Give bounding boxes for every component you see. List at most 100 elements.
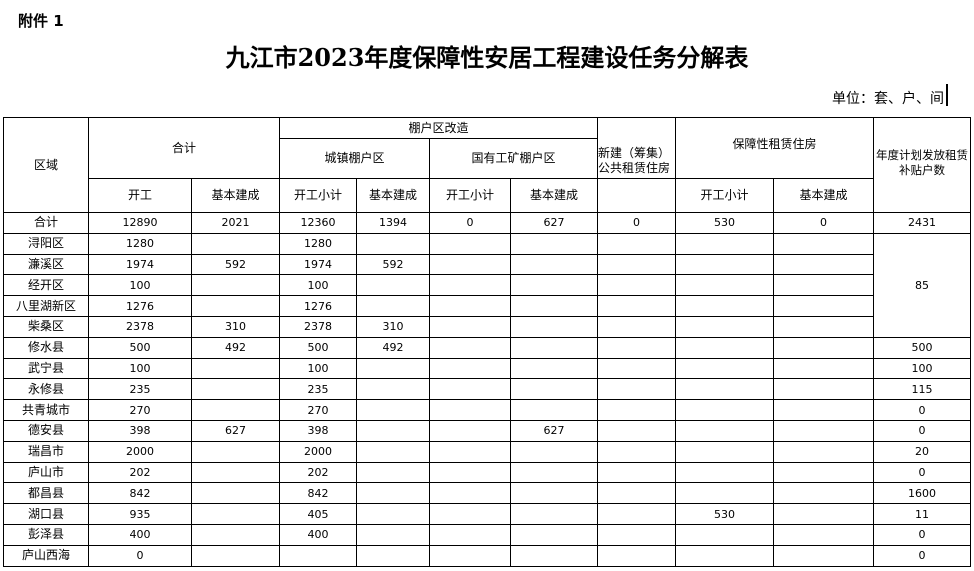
cell-mine-start [429,523,511,546]
cell-rental-start [675,336,774,359]
cell-rental-complete [773,336,874,359]
table-row: 庐山市 202 202 0 [3,461,971,484]
cell-total-start: 935 [88,503,192,525]
cell-rental-complete [773,274,874,297]
cell-rental-complete [773,378,874,401]
cell-urban-start: 100 [279,357,357,380]
cell-total-complete [191,523,280,546]
cell-rental-start: 530 [675,503,774,525]
cell-urban-start: 12360 [279,212,357,234]
cell-new-public-rental [597,295,676,317]
cell-new-public-rental [597,461,676,484]
cell-mine-start [429,503,511,525]
cell-rental-complete [773,419,874,442]
header-urban-start: 开工小计 [279,178,357,213]
cell-mine-complete [510,253,598,276]
cell-rent-subsidy: 0 [873,399,971,421]
cell-rental-start [675,544,774,567]
cell-total-start: 270 [88,399,192,421]
cell-mine-complete [510,378,598,401]
cell-total-start: 0 [88,544,192,567]
header-affordable-rental: 保障性租赁住房 [675,117,874,179]
cell-urban-start: 270 [279,399,357,421]
cell-rental-complete [773,295,874,317]
page-title: 九江市2023年度保障性安居工程建设任务分解表 [225,43,749,72]
cell-total-complete [191,461,280,484]
cell-total-complete: 2021 [191,212,280,234]
cell-mine-complete [510,440,598,463]
table-row: 柴桑区 2378 310 2378 310 [3,315,971,338]
cell-total-complete: 492 [191,336,280,359]
cell-urban-start: 842 [279,482,357,505]
cell-new-public-rental [597,253,676,276]
cell-rental-start [675,253,774,276]
cell-total-start: 202 [88,461,192,484]
cell-urban-complete [356,419,430,442]
cell-rent-subsidy: 85 [873,232,971,338]
attachment-label: 附件 1 [18,12,64,30]
cell-rental-start [675,482,774,505]
cell-region: 湖口县 [3,503,89,525]
cell-urban-complete [356,295,430,317]
table-row: 经开区 100 100 [3,274,971,297]
header-rental-start: 开工小计 [675,178,774,213]
table-row: 八里湖新区 1276 1276 [3,295,971,317]
cell-urban-complete [356,399,430,421]
cell-urban-complete [356,440,430,463]
cell-region: 德安县 [3,419,89,442]
cell-total-complete [191,399,280,421]
cell-total-complete: 627 [191,419,280,442]
cell-mine-complete [510,274,598,297]
cell-urban-start: 400 [279,523,357,546]
cell-region: 永修县 [3,378,89,401]
header-urban-shanty: 城镇棚户区 [279,138,430,179]
cell-region: 庐山市 [3,461,89,484]
cell-total-complete [191,378,280,401]
cell-urban-complete [356,274,430,297]
cell-mine-complete [510,336,598,359]
header-rental-complete: 基本建成 [773,178,874,213]
cell-region: 武宁县 [3,357,89,380]
cell-rental-start [675,274,774,297]
cell-new-public-rental [597,523,676,546]
header-region: 区域 [3,117,89,213]
cell-mine-complete [510,461,598,484]
cell-rental-complete: 0 [773,212,874,234]
cell-rental-start [675,378,774,401]
cell-rental-start: 530 [675,212,774,234]
cell-region: 浔阳区 [3,232,89,255]
cell-rental-complete [773,503,874,525]
cell-rent-subsidy: 2431 [873,212,971,234]
cell-mine-complete [510,357,598,380]
cell-total-start: 2378 [88,315,192,338]
cell-rent-subsidy: 0 [873,419,971,442]
cell-total-start: 842 [88,482,192,505]
cell-region: 庐山西海 [3,544,89,567]
cell-mine-start [429,232,511,255]
cell-total-start: 100 [88,274,192,297]
cell-mine-start [429,378,511,401]
cell-mine-start [429,357,511,380]
cell-region: 都昌县 [3,482,89,505]
header-state-mine-shanty: 国有工矿棚户区 [429,138,598,179]
cell-urban-complete: 1394 [356,212,430,234]
cell-urban-start: 1280 [279,232,357,255]
cell-mine-start [429,461,511,484]
cell-region: 瑞昌市 [3,440,89,463]
cell-rent-subsidy: 11 [873,503,971,525]
cell-rent-subsidy: 0 [873,461,971,484]
table-row: 合计 12890 2021 12360 1394 0 627 0 530 0 2431 [3,212,971,234]
table-row: 湖口县 935 405 530 11 [3,503,971,525]
cell-rental-start [675,357,774,380]
header-urban-complete: 基本建成 [356,178,430,213]
cell-rental-complete [773,253,874,276]
cell-rental-start [675,315,774,338]
cell-total-start: 398 [88,419,192,442]
cell-rental-start [675,399,774,421]
cell-total-start: 1280 [88,232,192,255]
table-row: 永修县 235 235 115 [3,378,971,401]
cell-region: 八里湖新区 [3,295,89,317]
cell-total-start: 2000 [88,440,192,463]
cell-urban-complete [356,523,430,546]
cell-region: 彭泽县 [3,523,89,546]
